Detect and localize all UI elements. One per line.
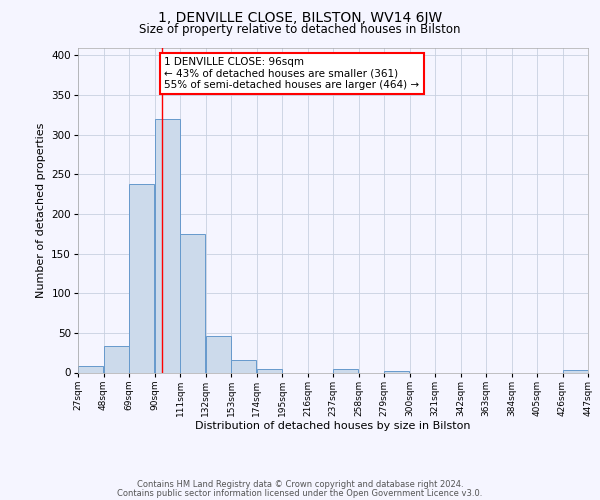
Bar — [129, 184, 154, 372]
Text: Contains HM Land Registry data © Crown copyright and database right 2024.: Contains HM Land Registry data © Crown c… — [137, 480, 463, 489]
Y-axis label: Number of detached properties: Number of detached properties — [36, 122, 46, 298]
Bar — [180, 234, 205, 372]
Bar — [206, 336, 231, 372]
Bar — [78, 366, 103, 372]
Text: 1 DENVILLE CLOSE: 96sqm
← 43% of detached houses are smaller (361)
55% of semi-d: 1 DENVILLE CLOSE: 96sqm ← 43% of detache… — [164, 57, 419, 90]
Text: Size of property relative to detached houses in Bilston: Size of property relative to detached ho… — [139, 23, 461, 36]
Bar — [563, 370, 588, 372]
Bar — [384, 371, 409, 372]
Bar — [155, 119, 180, 372]
Bar — [104, 346, 129, 372]
Bar — [333, 368, 358, 372]
Text: Contains public sector information licensed under the Open Government Licence v3: Contains public sector information licen… — [118, 488, 482, 498]
Text: 1, DENVILLE CLOSE, BILSTON, WV14 6JW: 1, DENVILLE CLOSE, BILSTON, WV14 6JW — [158, 11, 442, 25]
X-axis label: Distribution of detached houses by size in Bilston: Distribution of detached houses by size … — [195, 422, 471, 432]
Bar — [257, 368, 282, 372]
Bar — [231, 360, 256, 372]
